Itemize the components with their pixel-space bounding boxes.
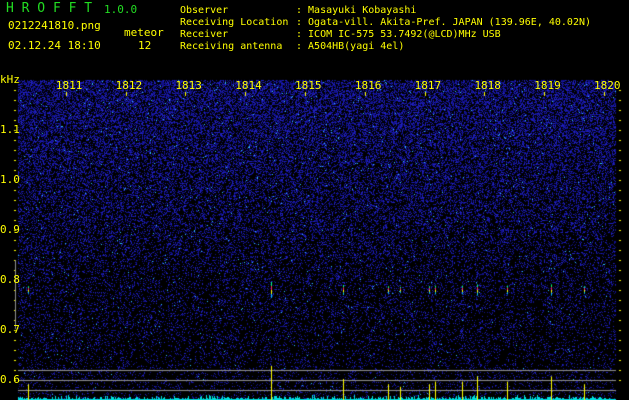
info-value: : ICOM IC-575 53.7492(@LCD)MHz USB xyxy=(296,29,501,40)
meteor-count: 12 xyxy=(138,39,152,52)
y-tick-label: 0.7 xyxy=(0,323,20,336)
info-value: : Ogata-vill. Akita-Pref. JAPAN (139.96E… xyxy=(296,17,592,28)
x-tick-label: 1816 xyxy=(354,79,382,92)
y-tick-label: 1.1 xyxy=(0,123,20,136)
info-label: Receiving Location xyxy=(180,17,289,28)
filename: 0212241810.png xyxy=(8,19,101,32)
info-label: Observer xyxy=(180,5,229,16)
y-tick-label: 0.9 xyxy=(0,223,20,236)
y-axis-label: kHz xyxy=(0,73,20,86)
x-tick-label: 1815 xyxy=(295,79,322,92)
meteor-label: meteor xyxy=(124,26,164,39)
x-tick-label: 1812 xyxy=(115,79,143,92)
x-tick-label: 1818 xyxy=(474,79,501,92)
info-value: : Masayuki Kobayashi xyxy=(296,5,417,16)
y-tick-label: 0.6 xyxy=(0,373,20,386)
y-tick-label: 1.0 xyxy=(0,173,20,186)
y-tick-label: 0.8 xyxy=(0,273,20,286)
app-title: H R O F F T xyxy=(6,1,93,16)
x-tick-label: 1817 xyxy=(414,79,442,92)
info-label: Receiving antenna xyxy=(180,41,283,52)
x-tick-label: 1820 xyxy=(594,79,621,92)
app-version: 1.0.0 xyxy=(104,3,138,16)
x-tick-label: 1813 xyxy=(175,79,202,92)
x-tick-label: 1811 xyxy=(55,79,83,92)
info-label: Receiver xyxy=(180,29,229,40)
info-value: : A504HB(yagi 4el) xyxy=(296,41,405,52)
datetime: 02.12.24 18:10 xyxy=(8,39,101,52)
x-tick-label: 1819 xyxy=(534,79,561,92)
x-tick-label: 1814 xyxy=(235,79,262,92)
